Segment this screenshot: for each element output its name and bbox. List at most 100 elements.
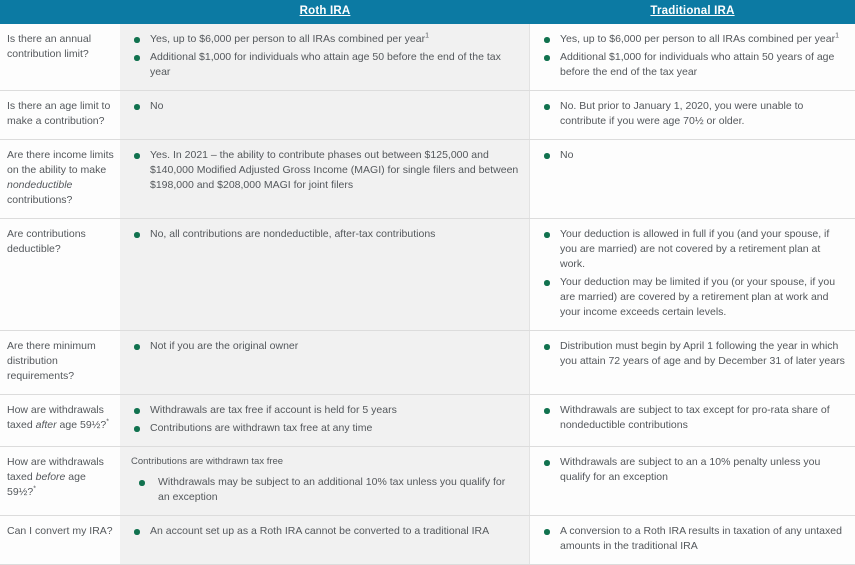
bullet-dot-icon	[134, 232, 140, 238]
table-row: How are withdrawals taxed after age 59½?…	[0, 395, 855, 447]
bullet-item: Additional $1,000 for individuals who at…	[540, 50, 845, 80]
bullet-dot-icon	[544, 55, 550, 61]
bullet-dot-icon	[544, 104, 550, 110]
bullet-item: Withdrawals may be subject to an additio…	[130, 475, 519, 505]
bullet-list: Withdrawals are subject to tax except fo…	[540, 403, 845, 433]
traditional-ira-cell: Withdrawals are subject to tax except fo…	[530, 395, 855, 446]
bullet-dot-icon	[544, 153, 550, 159]
bullet-text: No. But prior to January 1, 2020, you we…	[560, 100, 804, 127]
bullet-text: Contributions are withdrawn tax free at …	[150, 422, 373, 434]
bullet-item: Withdrawals are tax free if account is h…	[130, 403, 519, 418]
header-cell-roth-ira[interactable]: Roth IRA	[120, 0, 530, 24]
roth-ira-cell: Yes. In 2021 – the ability to contribute…	[120, 140, 530, 218]
bullet-text: Yes, up to $6,000 per person to all IRAs…	[150, 32, 430, 46]
traditional-ira-cell: Your deduction is allowed in full if you…	[530, 219, 855, 330]
header-cell-blank	[0, 0, 120, 24]
bullet-item: No. But prior to January 1, 2020, you we…	[540, 99, 845, 129]
bullet-dot-icon	[544, 232, 550, 238]
question-cell: Are there minimum distribution requireme…	[0, 331, 120, 394]
traditional-ira-cell: No	[530, 140, 855, 218]
bullet-item: Withdrawals are subject to an a 10% pena…	[540, 455, 845, 485]
traditional-ira-cell: Yes, up to $6,000 per person to all IRAs…	[530, 24, 855, 90]
bullet-dot-icon	[134, 408, 140, 414]
bullet-item: Yes. In 2021 – the ability to contribute…	[130, 148, 519, 193]
bullet-text: Withdrawals are tax free if account is h…	[150, 404, 397, 416]
roth-ira-cell: Withdrawals are tax free if account is h…	[120, 395, 530, 446]
bullet-list: Withdrawals are tax free if account is h…	[130, 403, 519, 436]
bullet-dot-icon	[134, 153, 140, 159]
table-row: Are there income limits on the ability t…	[0, 140, 855, 219]
bullet-dot-icon	[544, 408, 550, 414]
roth-ira-cell: An account set up as a Roth IRA cannot b…	[120, 516, 530, 564]
bullet-item: Yes, up to $6,000 per person to all IRAs…	[130, 32, 519, 47]
bullet-item: No	[540, 148, 845, 163]
bullet-list: Not if you are the original owner	[130, 339, 519, 354]
bullet-dot-icon	[134, 426, 140, 432]
bullet-dot-icon	[544, 37, 550, 43]
question-cell: Are contributions deductible?	[0, 219, 120, 330]
question-cell: Can I convert my IRA?	[0, 516, 120, 564]
traditional-ira-cell: A conversion to a Roth IRA results in ta…	[530, 516, 855, 564]
bullet-text: Withdrawals may be subject to an additio…	[158, 476, 506, 503]
table-row: Are there minimum distribution requireme…	[0, 331, 855, 395]
question-cell: How are withdrawals taxed before age 59½…	[0, 447, 120, 515]
bullet-item: Your deduction is allowed in full if you…	[540, 227, 845, 272]
header-label-traditional-ira: Traditional IRA	[650, 5, 735, 18]
bullet-text: No, all contributions are nondeductible,…	[150, 228, 436, 240]
bullet-text: Withdrawals are subject to an a 10% pena…	[560, 456, 821, 483]
bullet-dot-icon	[544, 280, 550, 286]
table-header-row: Roth IRA Traditional IRA	[0, 0, 855, 24]
header-label-roth-ira: Roth IRA	[299, 5, 351, 18]
bullet-dot-icon	[134, 55, 140, 61]
bullet-dot-icon	[544, 460, 550, 466]
bullet-text: Not if you are the original owner	[150, 340, 299, 352]
bullet-list: No, all contributions are nondeductible,…	[130, 227, 519, 242]
bullet-text: No	[560, 149, 574, 161]
traditional-ira-cell: No. But prior to January 1, 2020, you we…	[530, 91, 855, 139]
bullet-item: Contributions are withdrawn tax free at …	[130, 421, 519, 436]
lead-line: Contributions are withdrawn tax free	[131, 456, 284, 467]
bullet-list: A conversion to a Roth IRA results in ta…	[540, 524, 845, 554]
bullet-dot-icon	[134, 344, 140, 350]
bullet-dot-icon	[139, 480, 145, 486]
table-row: Is there an age limit to make a contribu…	[0, 91, 855, 140]
bullet-list: Yes, up to $6,000 per person to all IRAs…	[540, 32, 845, 80]
table-row: Can I convert my IRA? An account set up a…	[0, 516, 855, 565]
bullet-text: Yes, up to $6,000 per person to all IRAs…	[560, 32, 840, 46]
question-cell: How are withdrawals taxed after age 59½?…	[0, 395, 120, 446]
header-cell-traditional-ira[interactable]: Traditional IRA	[530, 0, 855, 24]
roth-ira-cell: Yes, up to $6,000 per person to all IRAs…	[120, 24, 530, 90]
bullet-item: Withdrawals are subject to tax except fo…	[540, 403, 845, 433]
bullet-list: An account set up as a Roth IRA cannot b…	[130, 524, 519, 539]
roth-ira-cell: Contributions are withdrawn tax free With…	[120, 447, 530, 515]
bullet-text: An account set up as a Roth IRA cannot b…	[150, 525, 490, 537]
question-cell: Is there an age limit to make a contribu…	[0, 91, 120, 139]
roth-ira-cell: No, all contributions are nondeductible,…	[120, 219, 530, 330]
bullet-list: Withdrawals are subject to an a 10% pena…	[540, 455, 845, 485]
bullet-text: Yes. In 2021 – the ability to contribute…	[150, 149, 519, 191]
table-body: Is there an annual contribution limit? Ye…	[0, 24, 855, 565]
bullet-text: Withdrawals are subject to tax except fo…	[560, 404, 830, 431]
bullet-item: Distribution must begin by April 1 follo…	[540, 339, 845, 369]
traditional-ira-cell: Distribution must begin by April 1 follo…	[530, 331, 855, 394]
bullet-list: Yes, up to $6,000 per person to all IRAs…	[130, 32, 519, 80]
table-row: How are withdrawals taxed before age 59½…	[0, 447, 855, 516]
table-row: Is there an annual contribution limit? Ye…	[0, 24, 855, 91]
bullet-text: A conversion to a Roth IRA results in ta…	[560, 525, 842, 552]
bullet-text: Your deduction may be limited if you (or…	[560, 276, 836, 318]
roth-ira-cell: Not if you are the original owner	[120, 331, 530, 394]
bullet-text: Additional $1,000 for individuals who at…	[150, 51, 501, 78]
bullet-item: Not if you are the original owner	[130, 339, 519, 354]
bullet-dot-icon	[544, 344, 550, 350]
bullet-text: Distribution must begin by April 1 follo…	[560, 340, 845, 367]
roth-ira-cell: No	[120, 91, 530, 139]
traditional-ira-cell: Withdrawals are subject to an a 10% pena…	[530, 447, 855, 515]
bullet-list: Yes. In 2021 – the ability to contribute…	[130, 148, 519, 193]
bullet-list: Distribution must begin by April 1 follo…	[540, 339, 845, 369]
bullet-item: Additional $1,000 for individuals who at…	[130, 50, 519, 80]
bullet-list: Your deduction is allowed in full if you…	[540, 227, 845, 320]
bullet-item: No, all contributions are nondeductible,…	[130, 227, 519, 242]
bullet-dot-icon	[134, 104, 140, 110]
bullet-text: No	[150, 100, 164, 112]
